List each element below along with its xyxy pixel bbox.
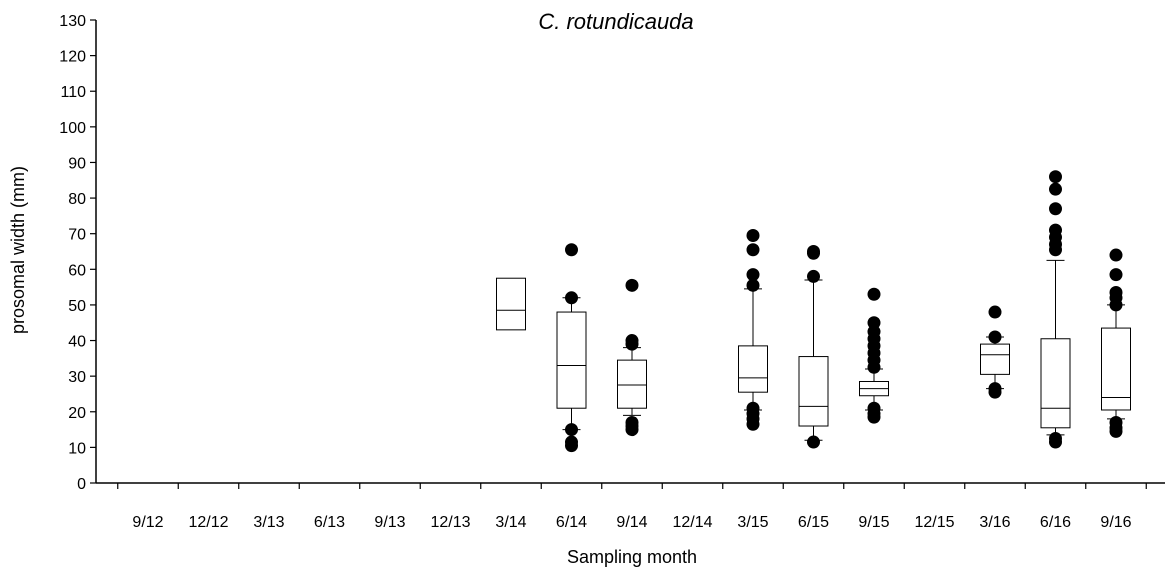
outlier-point bbox=[746, 268, 760, 282]
x-tick-label: 9/16 bbox=[1100, 514, 1131, 531]
x-tick-label: 3/13 bbox=[253, 514, 284, 531]
y-tick-label: 120 bbox=[59, 49, 86, 66]
x-tick-label: 3/16 bbox=[979, 514, 1010, 531]
outlier-point bbox=[807, 269, 820, 283]
outlier-point bbox=[565, 423, 578, 437]
x-tick-label: 6/15 bbox=[798, 514, 829, 531]
box-9-15 bbox=[859, 287, 889, 424]
box-6-14 bbox=[556, 243, 587, 453]
box-iqr bbox=[556, 311, 587, 409]
x-tick-label: 12/13 bbox=[430, 514, 470, 531]
box-iqr bbox=[1101, 327, 1131, 411]
y-tick-label: 40 bbox=[68, 334, 86, 351]
outlier-point bbox=[1049, 182, 1062, 196]
x-tick-label: 12/14 bbox=[672, 514, 712, 531]
y-tick-label: 100 bbox=[59, 120, 86, 137]
outlier-point bbox=[988, 382, 1002, 396]
box-iqr bbox=[1040, 338, 1071, 429]
outlier-point bbox=[625, 334, 639, 348]
outlier-point bbox=[1109, 248, 1123, 262]
box-iqr bbox=[798, 356, 829, 427]
box-6-15 bbox=[798, 245, 829, 449]
outlier-point bbox=[565, 291, 578, 305]
x-tick-label: 12/15 bbox=[914, 514, 954, 531]
box-3-15 bbox=[738, 228, 768, 431]
outlier-point bbox=[1049, 431, 1062, 445]
y-tick-label: 110 bbox=[60, 84, 86, 101]
box-9-16 bbox=[1101, 248, 1131, 438]
x-axis-label: Sampling month bbox=[567, 547, 697, 567]
box-iqr bbox=[738, 345, 768, 393]
outlier-point bbox=[988, 305, 1002, 319]
outlier-point bbox=[1109, 415, 1123, 429]
box-series bbox=[496, 170, 1131, 453]
y-tick-label: 80 bbox=[68, 191, 86, 208]
outlier-point bbox=[867, 401, 881, 415]
x-tick-label: 6/16 bbox=[1040, 514, 1071, 531]
x-tick-label: 9/13 bbox=[374, 514, 405, 531]
outlier-point bbox=[1109, 268, 1123, 282]
box-iqr bbox=[980, 343, 1010, 375]
y-tick-label: 60 bbox=[68, 262, 86, 279]
x-tick-label: 9/14 bbox=[616, 514, 647, 531]
outlier-point bbox=[625, 278, 639, 292]
outlier-point bbox=[1049, 223, 1062, 237]
box-3-16 bbox=[980, 305, 1010, 399]
box-3-14 bbox=[496, 277, 526, 331]
x-tick-label: 3/14 bbox=[495, 514, 526, 531]
outlier-point bbox=[867, 316, 881, 330]
chart-title: C. rotundicauda bbox=[538, 9, 693, 34]
outlier-point bbox=[867, 287, 881, 301]
y-tick-label: 50 bbox=[68, 298, 86, 315]
y-tick-label: 20 bbox=[68, 405, 86, 422]
outlier-point bbox=[746, 228, 760, 242]
x-tick-label: 6/13 bbox=[314, 514, 345, 531]
outlier-point bbox=[565, 435, 578, 449]
x-tick-label: 6/14 bbox=[556, 514, 587, 531]
outlier-point bbox=[1109, 285, 1123, 299]
outlier-point bbox=[565, 243, 578, 257]
outlier-point bbox=[867, 325, 881, 339]
x-tick-label: 3/15 bbox=[737, 514, 768, 531]
outlier-point bbox=[807, 435, 820, 449]
outlier-point bbox=[1049, 202, 1062, 216]
box-iqr bbox=[617, 359, 647, 409]
y-tick-label: 70 bbox=[68, 227, 86, 244]
y-axis-label: prosomal width (mm) bbox=[8, 166, 28, 334]
outlier-point bbox=[1049, 170, 1062, 184]
x-tick-label: 12/12 bbox=[188, 514, 228, 531]
x-tick-label: 9/12 bbox=[132, 514, 163, 531]
y-tick-label: 0 bbox=[77, 476, 86, 493]
outlier-point bbox=[625, 415, 639, 429]
y-tick-label: 10 bbox=[68, 440, 86, 457]
outlier-point bbox=[746, 243, 760, 257]
box-9-14 bbox=[617, 278, 647, 437]
x-tick-label: 9/15 bbox=[858, 514, 889, 531]
box-iqr bbox=[496, 277, 526, 331]
y-tick-label: 130 bbox=[59, 13, 86, 30]
outlier-point bbox=[988, 330, 1002, 344]
outlier-point bbox=[746, 278, 760, 292]
outlier-point bbox=[746, 401, 760, 415]
box-6-16 bbox=[1040, 170, 1071, 449]
y-ticks: 0 10 20 30 40 50 60 70 80 90 100 110 120 130 bbox=[59, 13, 96, 493]
x-ticks: 9/12 12/12 3/13 6/13 9/13 12/13 3/14 6/14 9/14 12… bbox=[117, 483, 1147, 531]
outlier-point bbox=[807, 245, 820, 258]
y-tick-label: 90 bbox=[68, 155, 86, 172]
y-tick-label: 30 bbox=[68, 369, 86, 386]
